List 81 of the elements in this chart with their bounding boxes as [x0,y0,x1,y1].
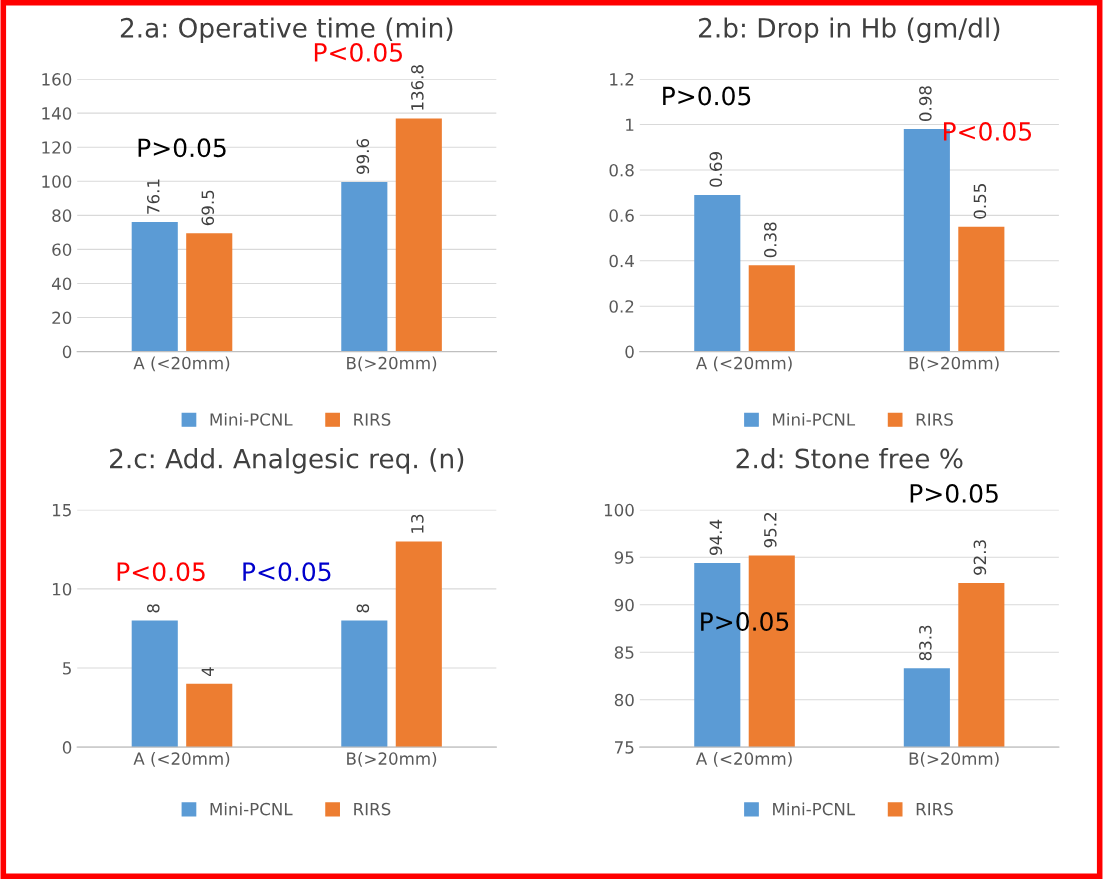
legend-label: RIRS [916,802,953,816]
chart-title: 2.d: Stone free % [736,448,963,469]
bar [395,118,442,352]
data-label: 0.69 [709,152,723,187]
y-tick-label: 1 [626,118,634,131]
legend-label: Mini-PCNL [773,802,856,816]
legend-label: Mini-PCNL [773,412,856,426]
y-tick-label: 5 [63,662,71,675]
x-tick-label: A (<20mm) [695,356,792,372]
data-label: 69.5 [201,190,215,226]
annotation: P>0.05 [138,138,226,158]
bar [748,265,795,352]
legend-label: RIRS [354,802,391,816]
y-tick-label: 40 [51,277,72,291]
data-label: 0.98 [919,86,932,122]
chart-title: 2.c: Add. Analgesic req. (n) [110,448,464,474]
y-tick-label: 0.8 [609,163,634,177]
annotation: P<0.05 [943,121,1032,141]
bar [186,233,233,352]
x-tick-label: B(>20mm) [347,356,437,372]
bar [694,194,741,352]
y-tick-label: 0.2 [609,300,634,313]
y-tick-label: 0.4 [609,254,634,268]
y-tick-label: 80 [52,209,72,222]
legend-label: Mini-PCNL [210,412,293,426]
bar [131,222,178,352]
annotation: P>0.05 [701,612,789,631]
bar [131,620,178,748]
y-tick-label: 85 [614,646,634,659]
bar [186,683,233,748]
y-tick-label: 95 [614,551,634,564]
data-label: 92.3 [973,540,987,575]
bar [395,541,442,748]
x-tick-label: B(>20mm) [909,356,999,372]
x-tick-label: B(>20mm) [347,752,437,767]
chart-title: 2.b: Drop in Hb (gm/dl) [698,17,1000,43]
data-label: 95.2 [764,513,777,548]
y-tick-label: 0.6 [609,209,634,222]
x-tick-label: B(>20mm) [909,752,999,767]
data-label: 4 [201,667,214,677]
data-label: 0.38 [764,222,777,258]
data-label: 13 [411,514,424,533]
y-tick-label: 80 [614,693,634,707]
annotation: P>0.05 [663,86,751,106]
y-tick-label: 60 [52,243,72,256]
data-label: 99.6 [356,138,370,174]
data-label: 0.55 [973,184,987,219]
bar [341,620,388,748]
y-tick-label: 0 [62,741,72,754]
y-tick-label: 120 [42,141,72,154]
annotation: P<0.05 [117,562,205,582]
y-tick-label: 160 [42,73,72,86]
bar [341,181,388,352]
y-tick-label: 0 [625,345,634,359]
y-tick-label: 1.2 [610,73,634,86]
data-label: 94.4 [709,519,723,555]
x-tick-label: A (<20mm) [133,752,230,767]
y-tick-label: 20 [52,311,72,325]
data-label: 76.1 [146,179,160,214]
data-label: 136.8 [411,65,424,110]
legend-label: Mini-PCNL [210,802,293,816]
y-tick-label: 90 [614,598,634,612]
x-tick-label: A (<20mm) [695,752,792,767]
legend-label: RIRS [916,413,953,426]
legend-label: RIRS [354,413,391,426]
y-tick-label: 100 [42,175,72,188]
y-tick-label: 15 [52,504,71,517]
y-tick-label: 100 [604,503,634,517]
x-tick-label: A (<20mm) [133,356,230,372]
data-label: 83.3 [919,625,932,661]
data-label: 8 [356,604,370,613]
data-label: 8 [146,604,160,613]
y-tick-label: 0 [62,345,72,359]
y-tick-label: 75 [615,741,634,754]
y-tick-label: 140 [42,107,72,120]
text: P>0.05 [910,483,998,503]
bar [958,226,1005,352]
y-tick-label: 10 [52,582,72,596]
chart-title: 2.a: Operative time (min) [120,17,453,43]
annotation: P<0.05 [243,562,331,582]
text: P<0.05 [314,42,402,62]
